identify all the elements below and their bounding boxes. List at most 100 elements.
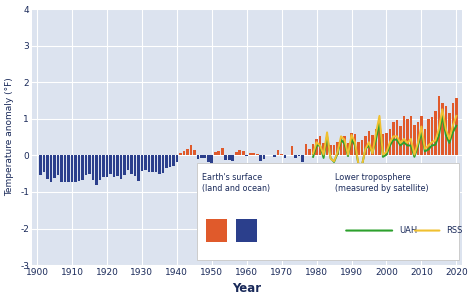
Bar <box>190 145 192 155</box>
Bar <box>319 136 321 155</box>
Bar <box>127 155 129 170</box>
Bar <box>396 120 398 155</box>
Bar <box>392 123 395 155</box>
Bar <box>382 134 384 155</box>
Bar <box>151 155 154 172</box>
Bar <box>357 142 360 155</box>
Bar <box>385 133 388 155</box>
Bar <box>60 155 63 182</box>
Bar <box>246 155 248 156</box>
Bar <box>343 136 346 155</box>
Bar <box>346 143 349 155</box>
Bar <box>182 151 185 155</box>
Bar <box>298 155 301 156</box>
Bar <box>389 129 391 155</box>
Bar <box>420 116 423 155</box>
Bar <box>399 126 402 155</box>
Bar <box>402 116 405 155</box>
Bar <box>50 155 53 182</box>
FancyBboxPatch shape <box>236 219 257 242</box>
Bar <box>256 154 258 155</box>
Bar <box>427 119 429 155</box>
Bar <box>238 150 241 155</box>
Bar <box>109 155 112 174</box>
FancyBboxPatch shape <box>206 219 228 242</box>
Bar <box>119 155 122 179</box>
Bar <box>441 103 444 155</box>
Bar <box>231 155 234 161</box>
Bar <box>130 155 133 174</box>
Bar <box>179 153 182 155</box>
Bar <box>158 155 161 174</box>
Bar <box>53 155 56 178</box>
Bar <box>137 155 140 181</box>
Bar <box>452 103 454 155</box>
Bar <box>378 123 381 155</box>
Bar <box>46 155 49 179</box>
Bar <box>242 151 245 155</box>
Bar <box>305 144 308 155</box>
Text: Lower troposphere
(measured by satellite): Lower troposphere (measured by satellite… <box>335 173 428 193</box>
Bar <box>455 98 457 155</box>
Bar <box>147 155 150 172</box>
Bar <box>116 155 119 176</box>
FancyBboxPatch shape <box>197 163 458 260</box>
Bar <box>301 155 304 162</box>
Bar <box>221 148 224 155</box>
Bar <box>39 155 42 175</box>
Text: Earth's surface
(land and ocean): Earth's surface (land and ocean) <box>201 173 270 193</box>
Bar <box>113 155 115 177</box>
Bar <box>200 155 202 158</box>
Bar <box>228 155 230 160</box>
Y-axis label: Temperature anomaly (°F): Temperature anomaly (°F) <box>6 78 15 197</box>
Bar <box>448 113 451 155</box>
Bar <box>155 155 157 172</box>
Bar <box>417 122 419 155</box>
Bar <box>175 155 178 162</box>
Bar <box>74 155 77 182</box>
Bar <box>193 150 196 155</box>
Bar <box>364 136 367 155</box>
Bar <box>374 129 377 155</box>
Text: RSS: RSS <box>447 226 463 235</box>
Bar <box>197 155 199 159</box>
Bar <box>144 155 147 170</box>
Bar <box>172 155 175 166</box>
Bar <box>340 136 342 155</box>
Bar <box>91 155 94 179</box>
Bar <box>350 133 353 155</box>
Bar <box>249 153 252 155</box>
Bar <box>445 106 447 155</box>
X-axis label: Year: Year <box>232 282 261 296</box>
Bar <box>368 131 370 155</box>
Bar <box>88 155 91 174</box>
Bar <box>64 155 66 182</box>
Bar <box>430 117 433 155</box>
Bar <box>123 155 126 175</box>
Bar <box>235 152 237 155</box>
Bar <box>57 155 59 175</box>
Bar <box>203 155 206 158</box>
Bar <box>312 144 314 155</box>
Bar <box>67 155 70 182</box>
Bar <box>336 142 339 155</box>
Bar <box>252 153 255 155</box>
Bar <box>259 155 262 161</box>
Bar <box>291 146 293 155</box>
Bar <box>354 134 356 155</box>
Bar <box>106 155 108 177</box>
Bar <box>371 135 374 155</box>
Bar <box>43 155 46 172</box>
Bar <box>214 152 217 155</box>
Bar <box>361 140 363 155</box>
Bar <box>99 155 101 180</box>
Bar <box>210 155 213 165</box>
Bar <box>165 155 168 168</box>
Bar <box>413 125 416 155</box>
Bar <box>294 155 297 158</box>
Text: UAH: UAH <box>399 226 418 235</box>
Bar <box>273 155 276 157</box>
Bar <box>322 143 325 155</box>
Bar <box>263 155 265 160</box>
Bar <box>81 155 84 179</box>
